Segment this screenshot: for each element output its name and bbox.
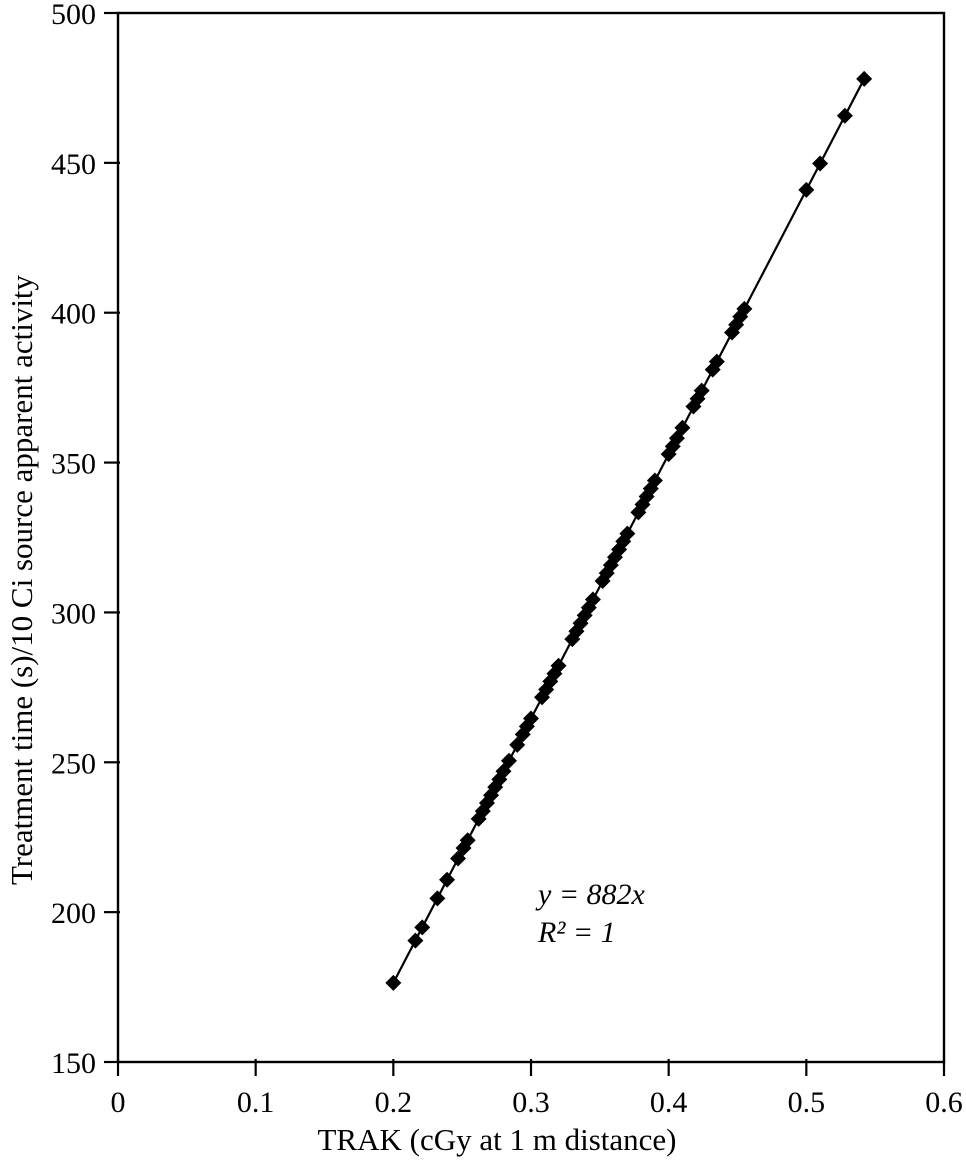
data-point-diamond [407,932,424,949]
y-tick-label: 250 [51,747,96,780]
data-point-diamond [414,919,431,936]
data-point-diamond [708,353,725,370]
data-point-diamond [619,525,636,542]
x-tick-label: 0.1 [237,1086,275,1119]
equation-label: y = 882x [535,878,646,911]
data-point-diamond [646,472,663,489]
data-point-diamond [523,710,539,727]
y-tick-label: 400 [51,298,96,331]
data-markers [385,70,873,991]
data-point-diamond [550,657,567,674]
trendline-annotation: y = 882x R² = 1 [535,878,646,949]
data-point-diamond [836,107,853,124]
x-tick-label: 0.6 [925,1086,963,1119]
y-axis-ticks: 150 200 250 300 350 400 450 500 [51,0,120,1080]
y-tick-label: 200 [51,897,96,930]
data-point-diamond [674,419,691,436]
data-point-diamond [736,300,753,317]
x-tick-label: 0 [111,1086,126,1119]
y-tick-label: 300 [51,597,96,630]
data-point-diamond [693,382,710,399]
y-tick-label: 150 [51,1047,96,1080]
data-point-diamond [429,890,446,907]
data-point-diamond [500,752,517,769]
x-axis-title: TRAK (cGy at 1 m distance) [318,1122,677,1157]
y-tick-label: 500 [51,0,96,31]
y-tick-label: 450 [51,148,96,181]
data-point-diamond [798,181,815,198]
x-axis-ticks: 0 0.1 0.2 0.3 0.4 0.5 0.6 [111,1059,963,1119]
data-point-diamond [385,974,402,991]
r-squared-label: R² = 1 [537,916,616,949]
data-point-diamond [439,871,456,888]
data-point-diamond [856,70,873,87]
data-point-diamond [812,155,829,172]
data-point-diamond [584,591,601,608]
x-tick-label: 0.2 [375,1086,413,1119]
data-point-diamond [459,832,476,849]
y-axis-title: Treatment time (s)/10 Ci source apparent… [4,274,39,885]
y-tick-label: 350 [51,448,96,481]
x-tick-label: 0.5 [788,1086,826,1119]
x-tick-label: 0.4 [650,1086,688,1119]
x-tick-label: 0.3 [512,1086,550,1119]
